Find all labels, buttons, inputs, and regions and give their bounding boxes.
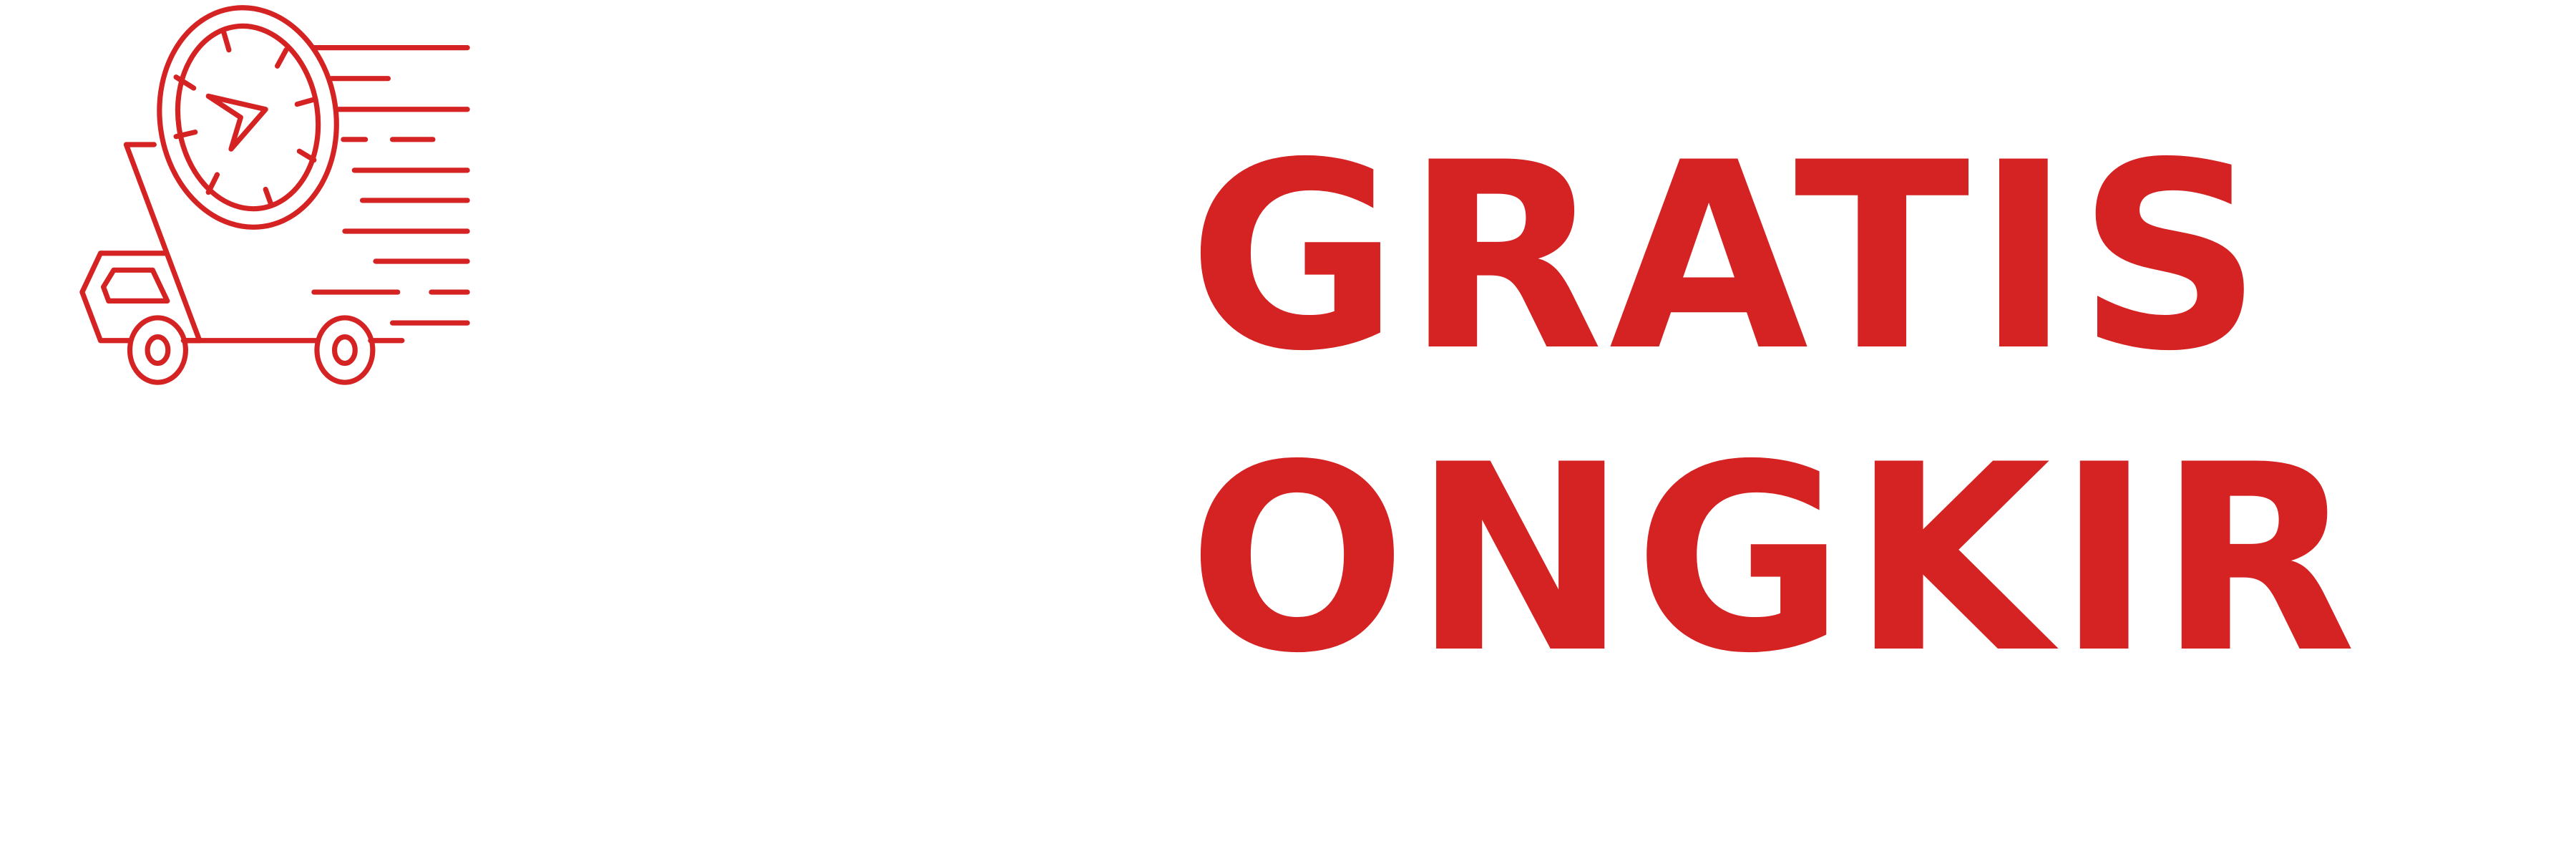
delivery-truck-with-clock-icon (79, 5, 470, 385)
headline: GRATIS ONGKIR (1188, 107, 2476, 752)
clock-face (175, 23, 321, 212)
headline-line-2: ONGKIR (1188, 409, 2362, 709)
clock-ticks (173, 29, 318, 208)
truck-wheels (127, 315, 376, 385)
speed-lines (311, 45, 470, 326)
headline-line-1: GRATIS (1188, 107, 2269, 407)
truck-body (79, 142, 405, 344)
clock-outer-rim (157, 5, 339, 230)
clock-hands (205, 93, 268, 152)
